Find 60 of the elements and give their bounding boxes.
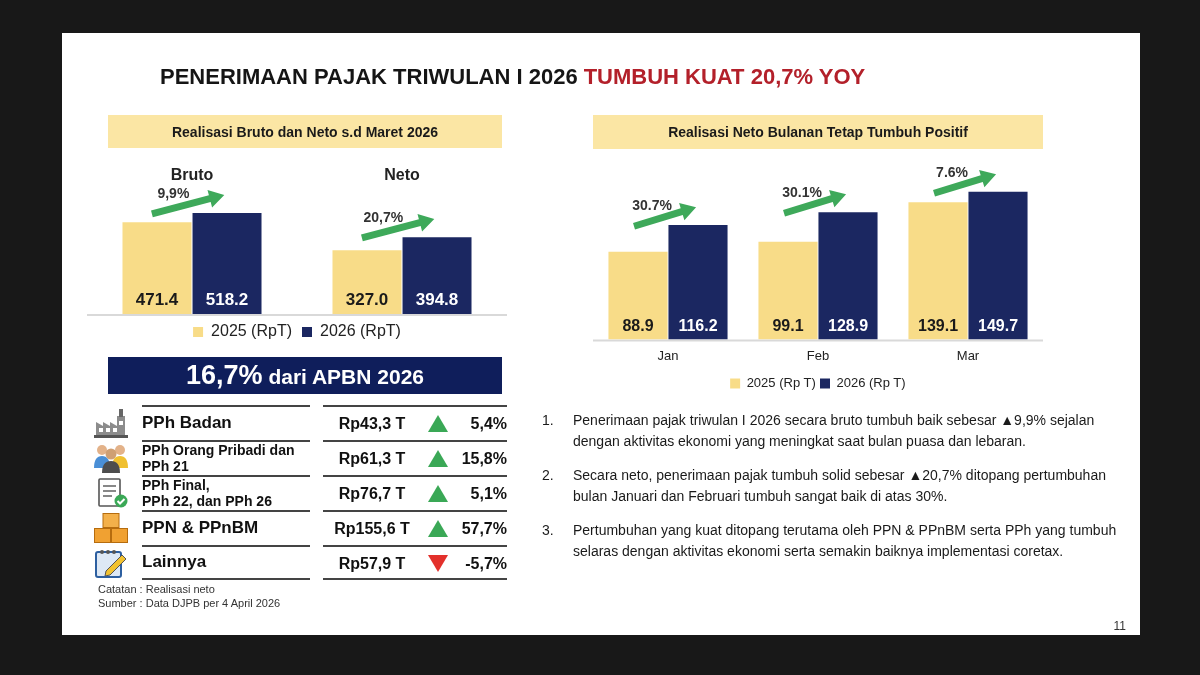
bar (908, 202, 968, 340)
chart-title: Realisasi Neto Bulanan Tetap Tumbuh Positif (593, 115, 1043, 149)
category-label: Rp57,9 T (338, 555, 406, 572)
text: TUMBUH KUAT 20,7% YOY (583, 64, 866, 89)
data-label: 149.7 (977, 316, 1019, 334)
data-label: 57,7% (461, 519, 507, 539)
category-label: PPN & PPnBM (142, 510, 310, 545)
x-tick-label: Mar (956, 347, 980, 363)
bar (122, 222, 192, 314)
data-label: 128.9 (827, 316, 869, 334)
data-label: 116.2 (678, 316, 718, 334)
legend-label: 2026 (Rp T) (836, 375, 906, 391)
text: 16,7% dari APBN 2026 (185, 360, 425, 390)
category-label: PPh Final, PPh 22, dan PPh 26 (142, 475, 310, 510)
text: 3. Pertumbuhan yang kuat ditopang terutama oleh PPN & PPnBM serta PPh yang tumbuh selaras dengan aktivitas ekonomi serta semakin baiknya implementasi coretax. (542, 522, 1117, 559)
legend-label: 2025 (RpT) (211, 322, 292, 340)
x-tick-label: Bruto (170, 166, 214, 184)
data-label: 5,1% (470, 484, 507, 504)
text: 1. Penerimaan pajak triwulan I 2026 secara bruto tumbuh baik sebesar ▲9,9% sejalan dengan aktivitas ekonomi yang meningkat saat bulan puasa dan lebaran. (542, 412, 1095, 449)
category-label: Rp76,7 T (338, 485, 406, 502)
text: 7.6% (936, 163, 969, 180)
text: 9,9% (157, 184, 190, 201)
x-tick-label: Neto (384, 166, 420, 184)
bar (332, 250, 402, 314)
data-label: 5,4% (470, 414, 507, 434)
data-label: 15,8% (461, 449, 507, 469)
annotation: 30.1% (782, 184, 823, 201)
annotation: 30.7% (632, 196, 673, 213)
bar (608, 251, 668, 340)
data-label: 471.4 (135, 290, 179, 310)
text: Sumber : Data DJPB per 4 April 2026 (98, 597, 281, 609)
data-label: 327.0 (345, 290, 389, 310)
bar (818, 212, 878, 340)
data-label: 139.1 (917, 316, 959, 334)
chart-title: Realisasi Bruto dan Neto s.d Maret 2026 (108, 115, 502, 148)
data-label: 518.2 (205, 290, 249, 310)
text: 2. Secara neto, penerimaan pajak tumbuh solid sebesar ▲20,7% ditopang pertumbuhan bulan Januari dan Februari tumbuh sangat baik di atas 30%. (542, 467, 1106, 504)
text: PENERIMAAN PAJAK TRIWULAN I 2026 (160, 64, 578, 89)
category-label: PPh Orang Pribadi dan PPh 21 (142, 440, 310, 475)
bar (192, 213, 262, 314)
annotation: 20,7% (363, 209, 404, 225)
legend-label: 2025 (Rp T) (746, 375, 816, 391)
text: 11 (1113, 619, 1126, 633)
bar (968, 191, 1028, 340)
category-label: Rp61,3 T (338, 450, 406, 467)
legend-label: 2026 (RpT) (320, 322, 401, 340)
bar (402, 237, 472, 314)
text: Catatan : Realisasi neto (98, 583, 215, 595)
bar (758, 241, 818, 340)
x-tick-label: Jan (657, 347, 679, 363)
x-tick-label: Feb (806, 347, 830, 363)
data-label: 99.1 (772, 316, 804, 334)
data-label: 394.8 (415, 290, 459, 310)
data-label: 88.9 (622, 316, 654, 334)
data-label: -5,7% (465, 554, 507, 574)
category-label: Rp43,3 T (338, 415, 406, 432)
category-label: Lainnya (142, 545, 310, 580)
category-label: Rp155,6 T (334, 520, 410, 537)
bar (668, 224, 728, 340)
category-label: PPh Badan (142, 405, 310, 440)
